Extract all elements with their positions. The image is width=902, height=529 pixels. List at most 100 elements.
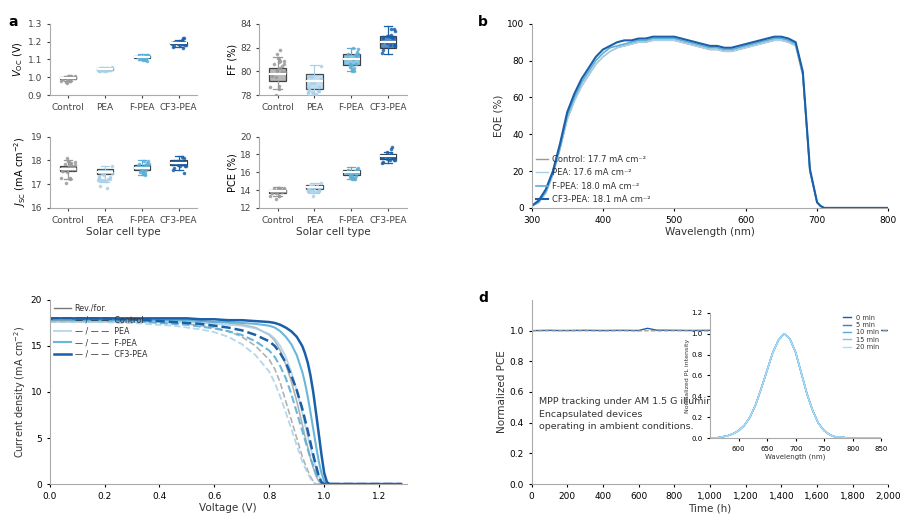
Point xyxy=(139,166,153,175)
Point xyxy=(62,77,77,85)
Point xyxy=(347,174,362,182)
F-PEA: 18.0 mA cm⁻²: (300, 1): 18.0 mA cm⁻²: (300, 1) xyxy=(526,203,537,209)
Point xyxy=(300,72,315,81)
Point xyxy=(140,159,154,167)
Point xyxy=(135,167,150,175)
Point xyxy=(177,153,191,162)
Point xyxy=(135,54,150,62)
Point xyxy=(177,34,191,43)
X-axis label: Solar cell type: Solar cell type xyxy=(86,227,161,238)
Point xyxy=(385,152,400,161)
Line: PEA: 17.6 mA cm⁻²: PEA: 17.6 mA cm⁻² xyxy=(531,40,888,208)
Point xyxy=(65,161,79,170)
Point xyxy=(62,174,77,182)
Y-axis label: PCE (%): PCE (%) xyxy=(227,153,237,191)
Point xyxy=(103,173,117,181)
Point xyxy=(383,145,398,153)
Point xyxy=(173,41,188,49)
Point xyxy=(381,39,395,48)
Control: 17.7 mA cm⁻²: (550, 86): 17.7 mA cm⁻²: (550, 86) xyxy=(704,47,715,53)
Point xyxy=(63,163,78,171)
Point xyxy=(303,182,318,190)
Point xyxy=(132,52,146,60)
Point xyxy=(274,68,289,76)
Point xyxy=(270,187,284,195)
Point xyxy=(101,66,115,75)
F-PEA: 18.0 mA cm⁻²: (620, 90): 18.0 mA cm⁻²: (620, 90) xyxy=(755,39,766,45)
Point xyxy=(382,151,396,160)
Point xyxy=(350,53,364,62)
Point xyxy=(92,66,106,74)
Point xyxy=(170,160,185,169)
Point xyxy=(301,187,316,196)
PathPatch shape xyxy=(269,68,286,81)
Point xyxy=(308,90,323,98)
Point xyxy=(96,64,110,72)
Point xyxy=(95,65,109,73)
Point xyxy=(272,58,287,67)
Point xyxy=(177,38,191,47)
Point xyxy=(380,148,394,157)
Point xyxy=(68,72,82,81)
PathPatch shape xyxy=(380,35,397,48)
Point xyxy=(172,157,187,165)
Point xyxy=(347,175,362,183)
Point xyxy=(105,168,119,177)
Point xyxy=(105,161,119,170)
PathPatch shape xyxy=(343,53,360,66)
Point xyxy=(131,162,145,171)
Point xyxy=(277,60,291,68)
Point xyxy=(175,40,189,48)
Point xyxy=(138,55,152,63)
Point xyxy=(271,184,285,192)
Point xyxy=(386,154,400,162)
PEA: 17.6 mA cm⁻²: (580, 85): 17.6 mA cm⁻²: (580, 85) xyxy=(726,48,737,54)
Point xyxy=(386,33,400,42)
Point xyxy=(386,25,400,33)
Point xyxy=(62,72,77,81)
PathPatch shape xyxy=(97,68,114,70)
Point xyxy=(305,182,319,190)
Point xyxy=(142,52,156,60)
Point xyxy=(179,41,193,49)
Point xyxy=(136,56,151,64)
Control: 17.7 mA cm⁻²: (580, 85): 17.7 mA cm⁻²: (580, 85) xyxy=(726,48,737,54)
Point xyxy=(305,72,319,80)
Point xyxy=(308,105,322,114)
Point xyxy=(376,45,391,54)
Point xyxy=(137,55,152,63)
Point xyxy=(376,32,391,41)
Point xyxy=(272,64,287,72)
Point xyxy=(166,43,180,51)
Point xyxy=(140,52,154,61)
Point xyxy=(305,187,319,195)
CF3-PEA: 18.1 mA cm⁻²: (580, 87): 18.1 mA cm⁻²: (580, 87) xyxy=(726,44,737,51)
Point xyxy=(304,184,318,193)
Point xyxy=(272,191,287,200)
Point xyxy=(176,160,190,168)
Y-axis label: $V_\mathrm{OC}$ (V): $V_\mathrm{OC}$ (V) xyxy=(11,42,25,77)
PathPatch shape xyxy=(60,166,77,171)
Point xyxy=(61,157,76,165)
Point xyxy=(272,186,287,195)
Legend: Control: 17.7 mA cm⁻², PEA: 17.6 mA cm⁻², F-PEA: 18.0 mA cm⁻², CF3-PEA: 18.1 mA : Control: 17.7 mA cm⁻², PEA: 17.6 mA cm⁻²… xyxy=(536,155,650,204)
CF3-PEA: 18.1 mA cm⁻²: (550, 88): 18.1 mA cm⁻²: (550, 88) xyxy=(704,43,715,49)
Point xyxy=(92,172,106,180)
Point xyxy=(277,184,291,193)
Point xyxy=(386,38,400,46)
Point xyxy=(166,158,180,166)
Point xyxy=(136,163,151,171)
Point xyxy=(272,192,286,200)
Point xyxy=(387,41,401,50)
Point xyxy=(170,38,185,47)
Text: d: d xyxy=(478,291,488,305)
PathPatch shape xyxy=(306,185,323,189)
Point xyxy=(385,154,400,162)
Point xyxy=(312,185,327,194)
Point xyxy=(60,179,74,187)
Point xyxy=(178,41,192,49)
Point xyxy=(105,62,119,71)
PEA: 17.6 mA cm⁻²: (300, 1): 17.6 mA cm⁻²: (300, 1) xyxy=(526,203,537,209)
Point xyxy=(97,176,111,185)
Point xyxy=(93,64,107,72)
